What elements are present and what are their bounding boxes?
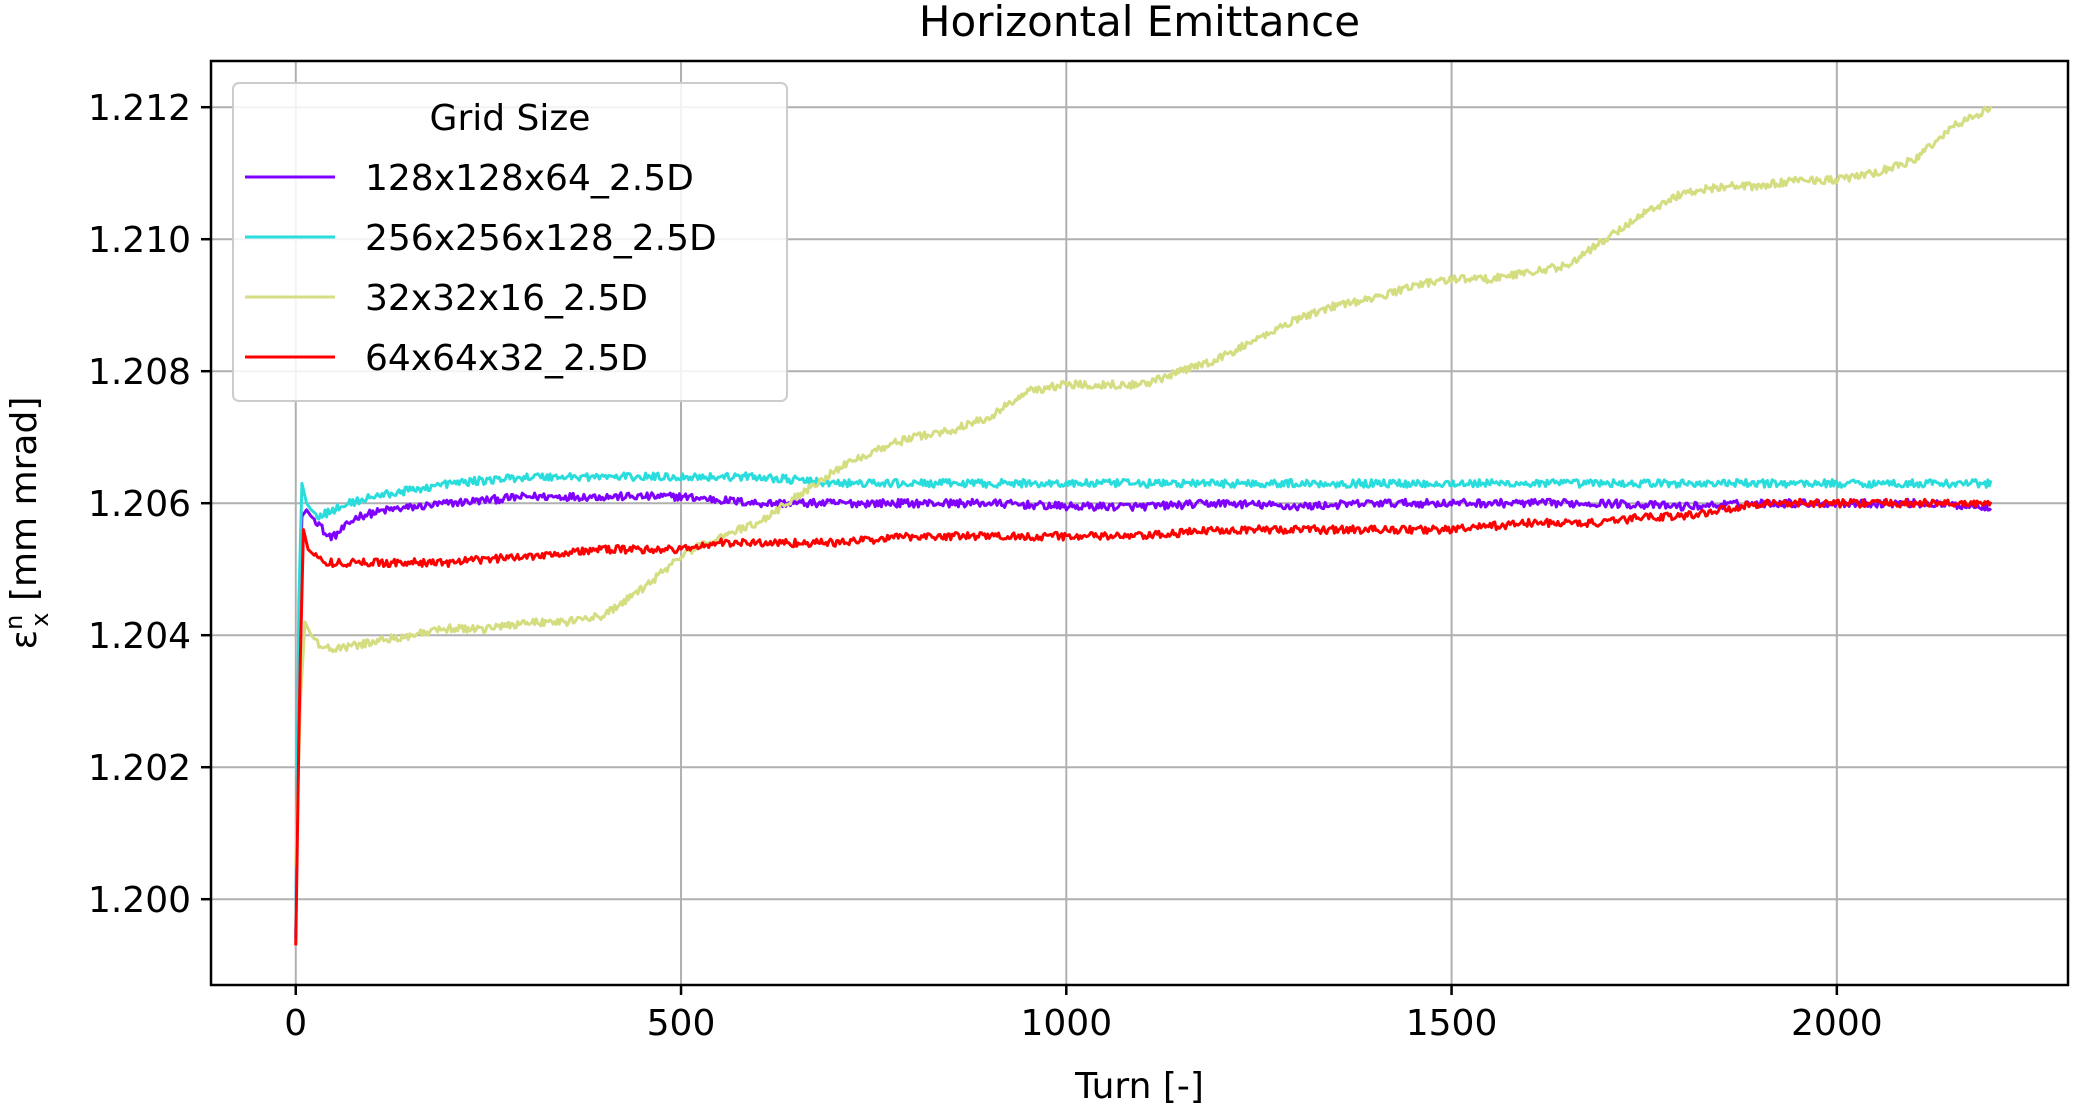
y-axis-label-unit: [mm mrad]: [4, 397, 45, 613]
x-tick-label: 1000: [1020, 1003, 1112, 1044]
y-tick-label: 1.206: [88, 484, 191, 525]
series-line: [294, 491, 1993, 939]
y-tick-label: 1.208: [88, 352, 191, 393]
y-axis-label-sup: n: [0, 615, 28, 630]
y-tick-label: 1.202: [88, 748, 191, 789]
y-tick-label: 1.204: [88, 616, 191, 657]
legend-box: [232, 82, 788, 402]
x-tick-label: 500: [647, 1003, 716, 1044]
legend: Grid Size 128x128x64_2.5D 256x256x128_2.5…: [232, 82, 788, 402]
y-axis-label-sub: x: [26, 613, 54, 627]
y-tick-label: 1.200: [88, 880, 191, 921]
y-tick-label: 1.210: [88, 220, 191, 261]
series-line: [294, 471, 1993, 939]
y-axis-label: εnx [mm mrad]: [0, 397, 54, 650]
series-lines: [294, 105, 1993, 946]
legend-title: Grid Size: [430, 98, 591, 139]
plot-frame: [209, 59, 2070, 987]
x-tick-label: 0: [284, 1003, 307, 1044]
axis-ticks: 0 500 1000 1500 2000 1.200 1.202 1.204 1.206 1.20…: [88, 88, 1883, 1044]
y-axis-label-symbol: ε: [4, 630, 45, 649]
x-axis-label: Turn [-]: [1074, 1066, 1204, 1107]
legend-label: 128x128x64_2.5D: [365, 158, 694, 199]
x-tick-label: 2000: [1791, 1003, 1883, 1044]
series-line: [294, 105, 1993, 867]
chart-title: Horizontal Emittance: [919, 0, 1360, 46]
x-tick-label: 1500: [1406, 1003, 1498, 1044]
legend-label: 256x256x128_2.5D: [365, 218, 717, 259]
y-tick-label: 1.212: [88, 88, 191, 129]
legend-label: 64x64x32_2.5D: [365, 338, 648, 379]
legend-label: 32x32x16_2.5D: [365, 278, 648, 319]
grid-lines: [211, 61, 2068, 985]
series-line: [294, 497, 1993, 946]
